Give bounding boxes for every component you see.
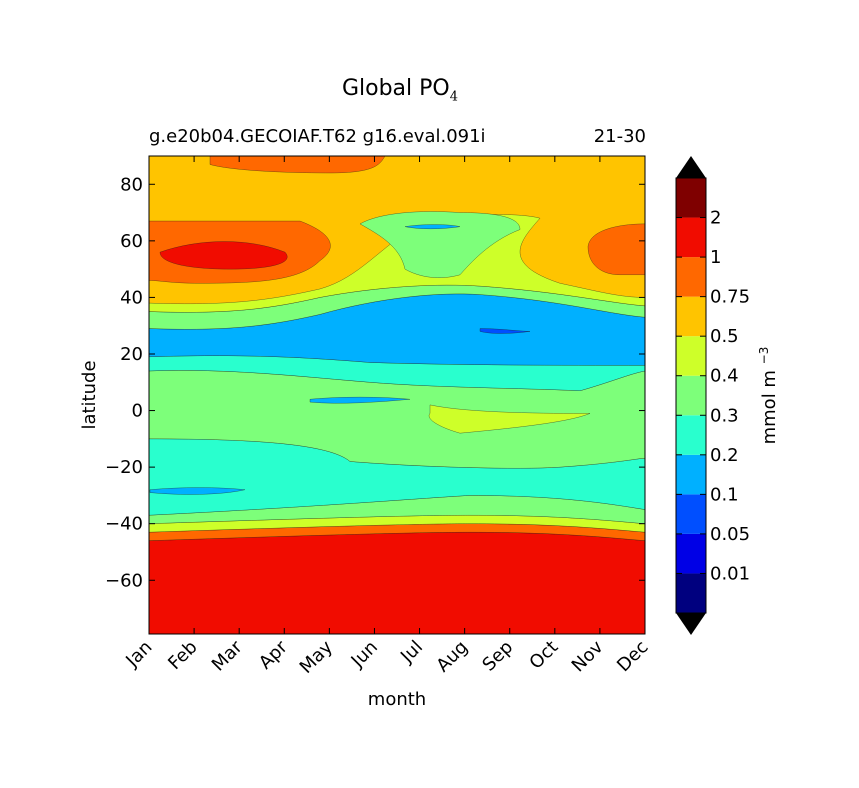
colorbar-swatch — [676, 573, 706, 613]
region-north-atlantic-1-2 — [159, 241, 288, 270]
x-tick-label: Feb — [164, 637, 201, 674]
plot-area — [149, 156, 645, 634]
colorbar-tick-label: 0.3 — [710, 405, 739, 426]
colorbar-extend-max — [676, 156, 706, 178]
x-tick-label: Jan — [121, 637, 156, 672]
x-tick-label: Jun — [347, 637, 382, 672]
x-tick-label: Dec — [613, 637, 652, 676]
x-tick-label: Apr — [255, 636, 292, 673]
colorbar-tick-label: 0.4 — [710, 366, 739, 387]
colorbar-tick-label: 0.1 — [710, 484, 739, 505]
x-tick-label: Jul — [396, 637, 427, 668]
y-tick-label: 20 — [120, 344, 143, 365]
colorbar-tick-label: 0.5 — [710, 326, 739, 347]
colorbar-label-exponent: −3 — [757, 347, 771, 365]
colorbar-frame — [675, 177, 707, 614]
x-tick-label: Mar — [208, 636, 247, 675]
x-tick-label: Sep — [478, 637, 517, 676]
x-tick-label: Oct — [525, 637, 562, 674]
region-arctic-0.1-0.2 — [404, 224, 461, 230]
y-tick-label: 60 — [120, 231, 143, 252]
run-name: g.e20b04.GECOIAF.T62 g16.eval.091i — [149, 126, 486, 147]
y-tick-label: 0 — [132, 401, 143, 422]
colorbar-tick-label: 0.05 — [710, 524, 750, 545]
colorbar-tick-label: 0.2 — [710, 445, 739, 466]
y-tick-label: 40 — [120, 287, 143, 308]
y-tick-label: −60 — [105, 570, 143, 591]
colorbar-tick-label: 2 — [710, 208, 721, 229]
x-tick-label: Aug — [432, 637, 472, 677]
y-axis-label: latitude — [79, 360, 100, 429]
plot-frame — [148, 155, 646, 635]
colorbar-swatch — [676, 336, 706, 376]
y-tick-label: 80 — [120, 174, 143, 195]
region-polar-0.75-1 — [209, 156, 386, 174]
colorbar-label: mmol m −3 — [757, 347, 780, 445]
depth-range: 21-30 — [593, 126, 646, 147]
region-north-0.05-0.1 — [479, 328, 531, 334]
x-tick-label: Nov — [568, 636, 608, 676]
colorbar-tick-label: 0.01 — [710, 563, 750, 584]
colorbar-swatch — [676, 178, 706, 218]
colorbar-swatch — [676, 375, 706, 416]
y-tick-label: −40 — [105, 514, 143, 535]
y-tick-label: −20 — [105, 457, 143, 478]
colorbar: 0.01 0.05 0.1 0.2 0.3 0.4 0.5 0.75 1 2 mmol m −3 — [675, 156, 780, 635]
contour-fills — [149, 156, 645, 634]
region-south-0.1-0.2 — [149, 487, 246, 495]
region-pacific-0.75-1 — [587, 223, 645, 276]
x-tick-label: May — [296, 636, 337, 677]
colorbar-swatch — [676, 217, 706, 258]
colorbar-swatch — [676, 257, 706, 297]
region-arctic-0.3-0.4 — [359, 211, 521, 278]
region-equator-0.4-0.5 — [428, 404, 591, 434]
region-south-1-2 — [149, 531, 645, 634]
colorbar-tick-label: 1 — [710, 247, 721, 268]
colorbar-swatch — [676, 533, 706, 574]
colorbar-extend-min — [676, 613, 706, 635]
colorbar-swatch — [676, 494, 706, 534]
colorbar-swatch — [676, 296, 706, 337]
colorbar-swatch — [676, 454, 706, 495]
x-axis-label: month — [368, 689, 426, 710]
colorbar-tick-label: 0.75 — [710, 287, 750, 308]
region-north-0.4-0.5 — [149, 214, 645, 313]
region-equator-0.1-0.2 — [309, 396, 411, 404]
colorbar-swatch — [676, 415, 706, 455]
chart-title: Global PO4 — [341, 76, 459, 105]
